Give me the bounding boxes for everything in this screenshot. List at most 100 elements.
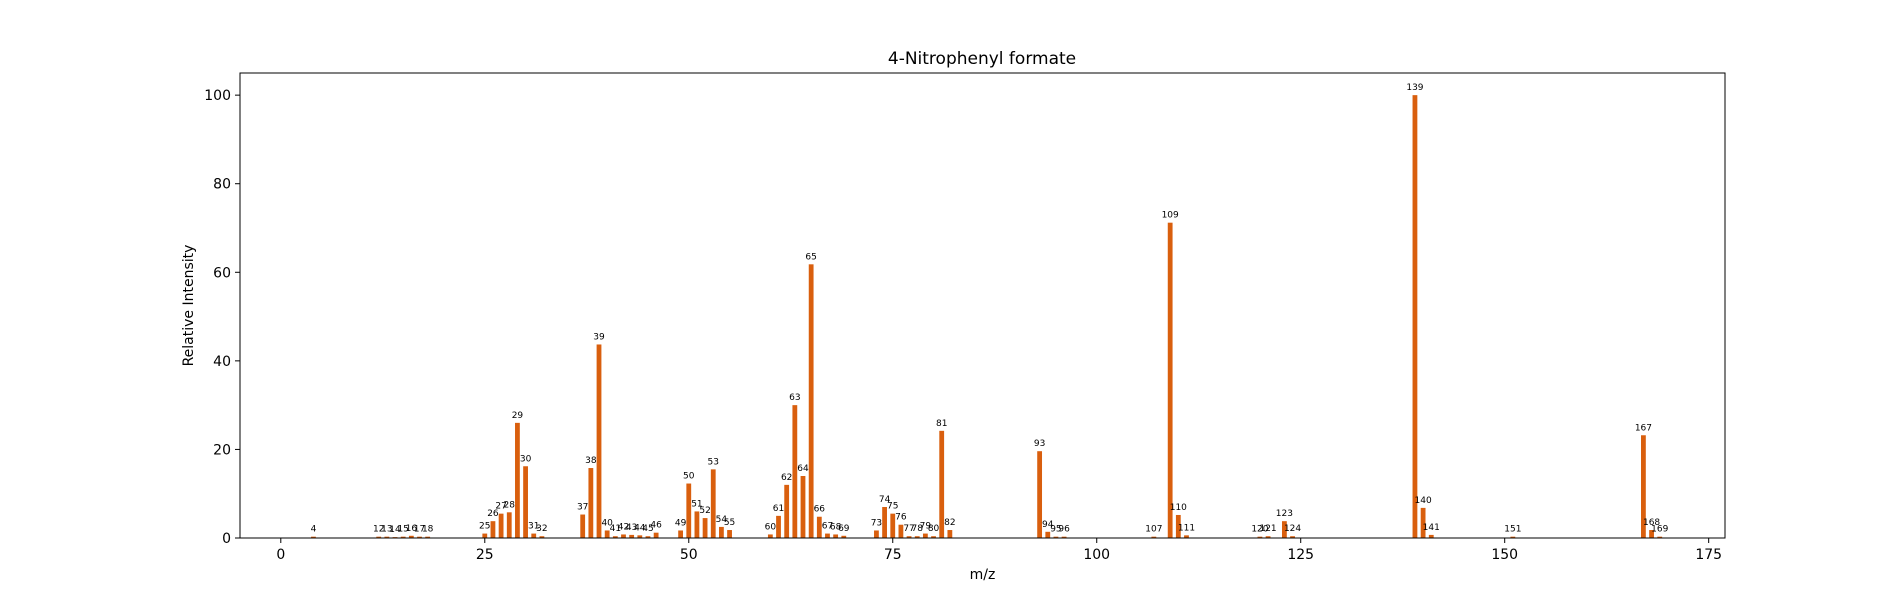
- data-label-mz-93: 93: [1034, 439, 1045, 449]
- data-label-mz-61: 61: [773, 504, 784, 514]
- bar-mz-16: [408, 535, 414, 538]
- data-label-mz-96: 96: [1058, 525, 1070, 535]
- data-label-mz-37: 37: [577, 503, 588, 513]
- y-tick-label-40: 40: [213, 354, 231, 370]
- data-label-mz-12: 12: [373, 525, 384, 535]
- bar-mz-68: [833, 534, 839, 538]
- data-label-mz-111: 111: [1178, 523, 1195, 533]
- data-label-mz-55: 55: [724, 518, 735, 528]
- bar-mz-60: [767, 534, 773, 538]
- bar-mz-18: [425, 536, 431, 538]
- bar-mz-63: [792, 405, 798, 538]
- data-label-mz-50: 50: [683, 472, 695, 482]
- bar-mz-74: [882, 507, 887, 538]
- data-label-mz-44: 44: [634, 523, 646, 533]
- data-label-mz-30: 30: [520, 454, 532, 464]
- data-label-mz-41: 41: [610, 524, 621, 534]
- bar-mz-94: [1045, 531, 1051, 538]
- bar-mz-51: [694, 511, 700, 538]
- data-label-mz-60: 60: [765, 522, 777, 532]
- data-label-mz-64: 64: [797, 464, 809, 474]
- y-tick-label-20: 20: [213, 442, 231, 458]
- x-tick-label-50: 50: [680, 547, 698, 563]
- data-label-mz-26: 26: [487, 509, 499, 519]
- bar-mz-121: [1265, 536, 1271, 538]
- data-label-mz-63: 63: [789, 393, 800, 403]
- bar-mz-17: [417, 536, 422, 538]
- data-label-mz-81: 81: [936, 419, 947, 429]
- bar-mz-31: [531, 533, 537, 538]
- x-tick-label-175: 175: [1695, 547, 1722, 563]
- bar-mz-45: [645, 536, 651, 538]
- data-label-mz-29: 29: [512, 411, 524, 421]
- bar-mz-79: [922, 533, 928, 538]
- bar-mz-41: [612, 536, 618, 538]
- bar-mz-76: [898, 524, 904, 538]
- data-label-mz-82: 82: [944, 518, 955, 528]
- data-label-mz-27: 27: [495, 502, 506, 512]
- data-label-mz-139: 139: [1406, 83, 1423, 93]
- bar-mz-52: [702, 518, 708, 538]
- data-label-mz-52: 52: [699, 506, 710, 516]
- bar-mz-120: [1257, 536, 1263, 538]
- x-axis-label: m/z: [970, 567, 996, 583]
- data-label-mz-13: 13: [381, 525, 392, 535]
- data-label-mz-69: 69: [838, 524, 850, 534]
- data-label-mz-53: 53: [708, 457, 719, 467]
- data-label-mz-77: 77: [903, 524, 914, 534]
- data-label-mz-74: 74: [879, 495, 891, 505]
- data-label-mz-18: 18: [422, 525, 434, 535]
- x-tick-label-150: 150: [1491, 547, 1518, 563]
- bar-mz-69: [841, 535, 847, 538]
- data-label-mz-66: 66: [814, 505, 826, 515]
- bar-mz-54: [719, 526, 724, 538]
- data-label-mz-76: 76: [895, 513, 907, 523]
- bar-mz-82: [947, 530, 953, 538]
- bar-mz-13: [384, 536, 390, 538]
- bar-mz-49: [678, 530, 684, 538]
- bar-mz-39: [596, 344, 602, 538]
- bar-mz-64: [800, 476, 806, 538]
- data-label-mz-95: 95: [1050, 525, 1061, 535]
- data-label-mz-54: 54: [716, 515, 728, 525]
- data-label-mz-121: 121: [1259, 524, 1276, 534]
- bar-mz-61: [776, 515, 781, 538]
- bar-mz-167: [1641, 435, 1646, 538]
- bar-mz-30: [523, 466, 528, 538]
- bar-mz-77: [906, 536, 912, 538]
- data-label-mz-94: 94: [1042, 520, 1054, 530]
- bar-mz-107: [1151, 536, 1157, 538]
- bar-mz-67: [825, 533, 830, 538]
- data-label-mz-14: 14: [389, 525, 401, 535]
- bar-mz-73: [874, 530, 879, 538]
- bar-mz-96: [1061, 536, 1067, 538]
- data-label-mz-49: 49: [675, 518, 687, 528]
- data-label-mz-39: 39: [593, 332, 605, 342]
- data-label-mz-43: 43: [626, 523, 637, 533]
- data-label-mz-110: 110: [1170, 503, 1187, 513]
- bar-mz-42: [621, 534, 626, 538]
- data-label-mz-80: 80: [928, 524, 940, 534]
- bar-mz-78: [914, 536, 920, 538]
- data-label-mz-38: 38: [585, 456, 597, 466]
- data-label-mz-40: 40: [601, 518, 613, 528]
- bar-mz-44: [637, 535, 643, 538]
- y-tick-label-80: 80: [213, 177, 231, 193]
- data-label-mz-169: 169: [1651, 525, 1668, 535]
- bar-mz-81: [939, 430, 945, 538]
- x-tick-label-75: 75: [884, 547, 902, 563]
- bar-mz-75: [890, 513, 896, 538]
- bar-mz-38: [588, 468, 594, 538]
- bar-mz-12: [376, 536, 382, 538]
- x-tick-label-125: 125: [1287, 547, 1314, 563]
- data-label-mz-167: 167: [1635, 423, 1652, 433]
- x-tick-label-0: 0: [276, 547, 285, 563]
- bar-mz-93: [1037, 451, 1043, 538]
- y-axis: 0 20 40 60 80 100: [204, 88, 240, 547]
- data-label-mz-62: 62: [781, 473, 792, 483]
- bar-mz-53: [710, 469, 716, 538]
- data-label-mz-120: 120: [1251, 525, 1268, 535]
- plot-frame: [239, 72, 1726, 539]
- bar-mz-37: [580, 514, 586, 538]
- x-tick-label-100: 100: [1083, 547, 1110, 563]
